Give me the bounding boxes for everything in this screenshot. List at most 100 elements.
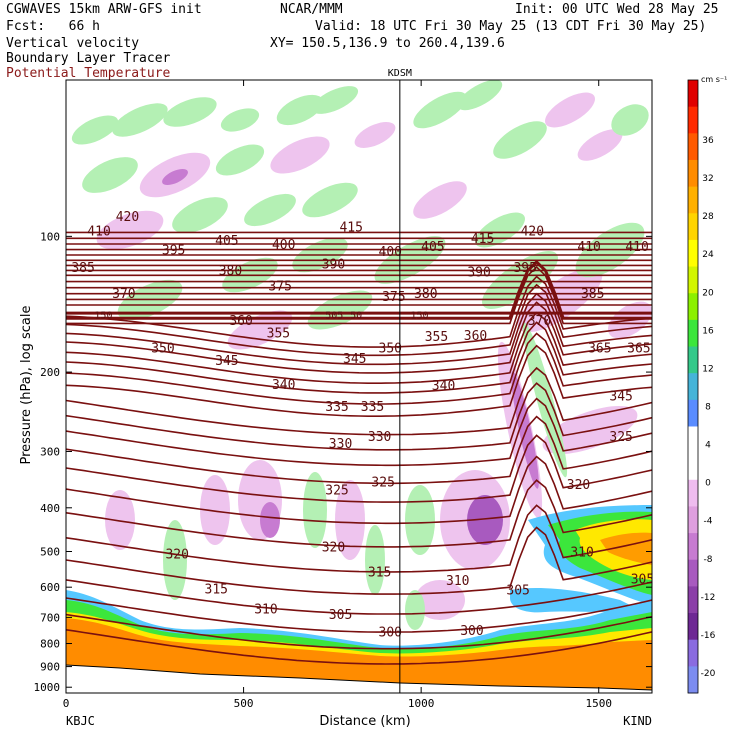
colorbar-tick-label: 24 <box>702 250 714 260</box>
isentrope-label: 305 <box>631 573 654 588</box>
x-tick-label: 0 <box>63 697 70 710</box>
isentrope-label: 310 <box>254 602 277 617</box>
model-title: CGWAVES 15km ARW-GFS init <box>6 2 202 17</box>
y-axis: 100 200 300 400 500 600 700 800 900 1000 <box>34 230 652 694</box>
isentrope-line <box>66 613 652 650</box>
isentrope-label: 300 <box>460 624 483 639</box>
colorbar: cm s⁻¹ 36 32 28 24 20 16 12 8 4 0 -4 -8 -12 -16 -20 <box>687 75 727 694</box>
isentrope-line <box>66 366 652 436</box>
isentrope-line <box>66 397 652 467</box>
isentrope-label: 310 <box>446 574 469 589</box>
colorbar-tick-label: -16 <box>701 631 716 641</box>
isentrope-label: 50 <box>350 311 362 322</box>
colorbar-swatch <box>688 639 698 667</box>
isentrope-line <box>66 265 652 325</box>
left-station-label: KBJC <box>66 714 95 728</box>
right-station-label: KIND <box>623 714 652 728</box>
x-axis-label: Distance (km) <box>319 714 410 729</box>
colorbar-swatch <box>688 533 698 561</box>
colorbar-swatch <box>688 586 698 614</box>
x-axis: 0 500 1000 1500 <box>63 80 612 710</box>
y-tick-label: 600 <box>40 581 60 594</box>
y-tick-label: 400 <box>40 502 60 515</box>
y-tick-label: 700 <box>40 611 60 624</box>
isentrope-labels: 420 410 415 420 405 400 395 405 415 410 410 400 385 3… <box>71 210 654 641</box>
isentrope-label: 390 <box>467 266 490 281</box>
isentrope-label: 325 <box>609 430 632 445</box>
isentrope-label: 345 <box>609 390 632 405</box>
field-potential-temperature: Potential Temperature <box>6 66 171 81</box>
isentrope-label: 420 <box>521 224 544 239</box>
isentrope-label: 370 <box>528 314 551 329</box>
isentrope-line <box>66 455 652 525</box>
isentrope-label: 410 <box>625 240 648 255</box>
isentrope-label: 395 <box>162 243 185 258</box>
colorbar-swatch <box>688 186 698 214</box>
x-tick-label: 1500 <box>585 697 612 710</box>
org-label: NCAR/MMM <box>280 2 343 17</box>
y-tick-label: 1000 <box>34 681 61 694</box>
isentrope-label: 310 <box>570 545 593 560</box>
isentrope-line <box>66 283 652 357</box>
isentrope-label: 385 <box>581 287 604 302</box>
colorbar-swatch <box>688 399 698 427</box>
colorbar-swatch <box>688 346 698 374</box>
terrain <box>66 664 652 693</box>
colorbar-tick-label: -8 <box>704 555 713 565</box>
isentrope-line <box>66 597 652 633</box>
isentrope-lines <box>66 231 652 665</box>
y-tick-label: 900 <box>40 661 60 674</box>
isentrope-label: 355 <box>425 330 448 345</box>
colorbar-swatch <box>688 106 698 134</box>
isentrope-label: 370 <box>112 287 135 302</box>
valid-time: Valid: 18 UTC Fri 30 May 25 (13 CDT Fri … <box>315 19 707 34</box>
isentrope-line <box>66 504 652 573</box>
isentrope-line <box>66 629 652 665</box>
y-axis-label: Pressure (hPa), log scale <box>19 306 34 465</box>
isentrope-label: 355 <box>267 326 290 341</box>
isentrope-line <box>66 275 652 348</box>
colorbar-swatch <box>688 213 698 241</box>
colorbar-swatch <box>688 319 698 348</box>
x-tick-label: 500 <box>234 697 254 710</box>
isentrope-label: 385 <box>71 261 94 276</box>
isentrope-label: 390 <box>322 257 345 272</box>
isentrope-line <box>66 526 652 595</box>
isentrope-label: 360 <box>464 329 487 344</box>
x-tick-label: 1000 <box>408 697 435 710</box>
colorbar-swatch <box>688 293 698 321</box>
colorbar-swatch <box>688 159 698 188</box>
isentrope-label: 380 <box>414 287 437 302</box>
isentrope-line <box>66 301 652 374</box>
colorbar-swatch <box>688 613 698 641</box>
isentrope-label: 150 <box>410 311 428 322</box>
isentrope-label: 320 <box>165 547 188 562</box>
isentrope-label: 375 <box>268 280 291 295</box>
isentrope-label: 330 <box>329 437 352 452</box>
colorbar-swatch <box>688 133 698 161</box>
colorbar-swatch <box>688 239 698 268</box>
isentrope-label: 320 <box>567 478 590 493</box>
isentrope-label: 360 <box>229 314 252 329</box>
isentrope-label: 400 <box>379 245 402 260</box>
isentrope-label: 415 <box>471 232 494 247</box>
colorbar-swatch <box>688 506 698 534</box>
colorbar-tick-label: 28 <box>702 212 714 222</box>
isentrope-label: 305 <box>329 608 352 623</box>
forecast-hour: Fcst: 66 h <box>6 19 100 34</box>
y-tick-label: 200 <box>40 366 60 379</box>
colorbar-swatch <box>688 80 698 108</box>
isentrope-line <box>66 382 652 451</box>
colorbar-tick-label: -20 <box>701 669 716 679</box>
y-tick-label: 100 <box>40 230 60 243</box>
isentrope-line <box>66 344 652 417</box>
isentrope-label: 410 <box>87 224 110 239</box>
isentrope-label: 365 <box>588 341 611 356</box>
isentrope-label: 330 <box>368 430 391 445</box>
isentrope-line <box>66 259 652 320</box>
colorbar-swatch <box>688 666 698 694</box>
colorbar-tick-label: -12 <box>701 593 716 603</box>
isentrope-label: 415 <box>339 220 362 235</box>
isentrope-line <box>66 311 652 384</box>
